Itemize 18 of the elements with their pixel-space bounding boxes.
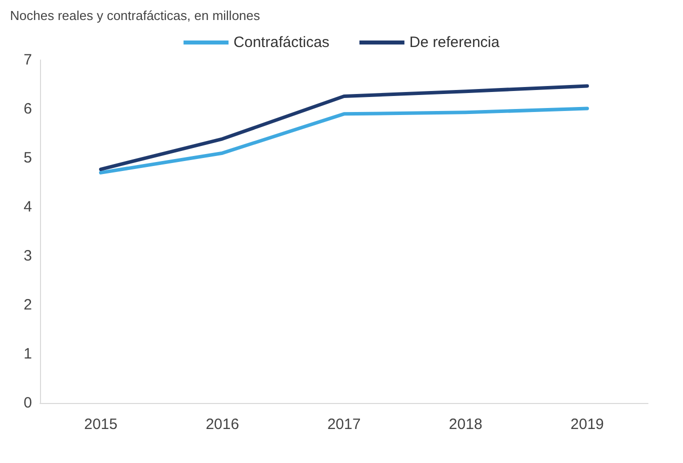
x-tick-label: 2019: [570, 416, 604, 433]
legend-label: Contrafácticas: [234, 34, 330, 51]
x-tick-label: 2018: [448, 416, 482, 433]
y-tick-label: 0: [24, 394, 32, 412]
chart-title: Noches reales y contrafácticas, en millones: [10, 8, 260, 23]
legend-label: De referencia: [409, 34, 500, 51]
line-series: [99, 106, 589, 174]
x-tick-label: 2017: [327, 416, 361, 433]
y-tick-label: 6: [24, 100, 32, 118]
y-tick-label: 3: [24, 248, 32, 264]
line-series: [99, 84, 589, 172]
y-tick-label: 7: [24, 52, 32, 68]
y-tick-label: 2: [24, 296, 32, 314]
y-tick-label: 5: [24, 150, 32, 166]
x-tick-label: 2015: [84, 416, 118, 433]
y-tick-label: 1: [24, 346, 32, 362]
x-tick-label: 2016: [206, 416, 240, 433]
y-tick-label: 4: [24, 198, 32, 216]
